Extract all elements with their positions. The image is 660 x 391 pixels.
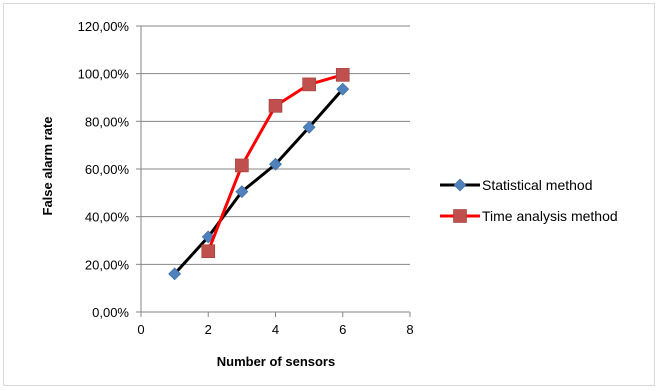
y-tick-label: 60,00%	[85, 162, 130, 177]
y-tick-label: 100,00%	[78, 67, 130, 82]
axes	[136, 25, 411, 317]
series-line	[173, 88, 344, 275]
y-tick-label: 0,00%	[92, 305, 129, 320]
x-tick-label: 0	[137, 322, 144, 337]
x-tick-label: 8	[406, 322, 413, 337]
chart-area	[3, 3, 655, 386]
legend-item: Statistical method	[440, 177, 593, 193]
data-point-marker	[201, 244, 216, 259]
legend-label: Statistical method	[482, 177, 593, 193]
data-point-marker	[302, 120, 316, 134]
series-1	[168, 82, 350, 281]
y-tick-label: 40,00%	[85, 210, 130, 225]
data-point-marker	[235, 185, 249, 199]
legend-swatch-marker	[453, 178, 467, 192]
series-layer	[168, 68, 350, 281]
data-point-marker	[335, 68, 350, 82]
x-tick-label: 2	[205, 322, 212, 337]
legend-item: Time analysis method	[440, 208, 618, 224]
y-tick-labels: 0,00% 20,00% 40,00% 60,00% 80,00% 100,00% 120,…	[78, 19, 130, 320]
data-point-marker	[268, 99, 283, 113]
data-point-marker	[235, 158, 249, 173]
x-tick-label: 6	[339, 322, 346, 337]
series-2	[201, 68, 350, 259]
legend-label: Time analysis method	[482, 208, 618, 224]
y-tick-label: 120,00%	[78, 19, 130, 34]
legend: Statistical method Time analysis method	[440, 177, 618, 224]
data-point-marker	[302, 77, 316, 92]
legend-swatch-marker	[453, 209, 467, 223]
data-point-marker	[168, 267, 182, 281]
y-tick-label: 80,00%	[85, 114, 130, 129]
y-tick-label: 20,00%	[85, 257, 130, 272]
x-tick-labels: 0 2 4 6 8	[137, 322, 413, 337]
y-axis-title: False alarm rate	[40, 116, 55, 215]
data-point-marker	[269, 157, 282, 171]
gridlines	[141, 25, 410, 265]
x-axis-title: Number of sensors	[217, 354, 335, 369]
x-tick-label: 4	[272, 322, 279, 337]
data-point-marker	[336, 82, 350, 96]
